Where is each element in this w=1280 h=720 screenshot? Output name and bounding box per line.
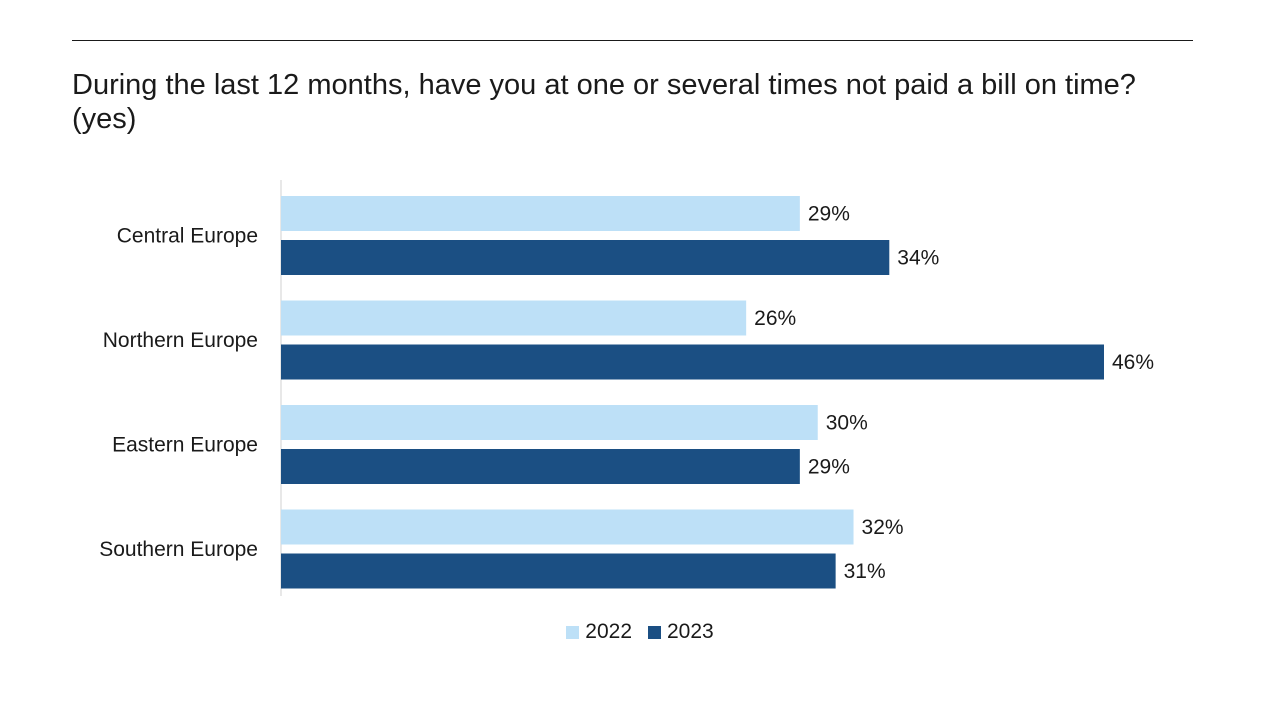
- data-label-2022-southern-europe: 32%: [862, 516, 904, 539]
- category-label-northern-europe: Northern Europe: [103, 329, 258, 352]
- bar-chart: Central Europe 29% 34% Northern Europe 26% 46…: [99, 180, 1154, 596]
- bar-2023-central-europe: [281, 240, 890, 275]
- legend-label-2022: 2022: [585, 620, 632, 643]
- data-label-2023-eastern-europe: 29%: [808, 456, 850, 479]
- category-label-southern-europe: Southern Europe: [99, 538, 258, 561]
- chart-title: During the last 12 months, have you at o…: [72, 69, 1136, 135]
- legend-swatch-2023: [648, 625, 661, 639]
- legend-label-2023: 2023: [667, 620, 714, 643]
- bar-2022-southern-europe: [281, 509, 854, 545]
- bar-2022-northern-europe: [281, 300, 747, 336]
- bar-2022-eastern-europe: [281, 405, 818, 440]
- category-label-eastern-europe: Eastern Europe: [112, 434, 258, 457]
- category-label-central-europe: Central Europe: [117, 225, 258, 248]
- legend-item-2022: 2022: [566, 620, 632, 644]
- data-label-2023-southern-europe: 31%: [844, 560, 886, 583]
- data-label-2022-eastern-europe: 30%: [826, 412, 868, 435]
- data-label-2022-northern-europe: 26%: [754, 307, 796, 330]
- chart-legend: 2022 2023: [0, 620, 1280, 644]
- data-label-2023-northern-europe: 46%: [1112, 351, 1154, 374]
- top-divider: [72, 40, 1193, 41]
- bar-2023-eastern-europe: [281, 449, 800, 484]
- data-label-2022-central-europe: 29%: [808, 203, 850, 226]
- legend-item-2023: 2023: [648, 620, 714, 644]
- bar-2022-central-europe: [281, 196, 800, 231]
- bar-2023-southern-europe: [281, 553, 836, 589]
- bar-2023-northern-europe: [281, 344, 1104, 380]
- data-label-2023-central-europe: 34%: [897, 247, 939, 270]
- legend-swatch-2022: [566, 625, 580, 639]
